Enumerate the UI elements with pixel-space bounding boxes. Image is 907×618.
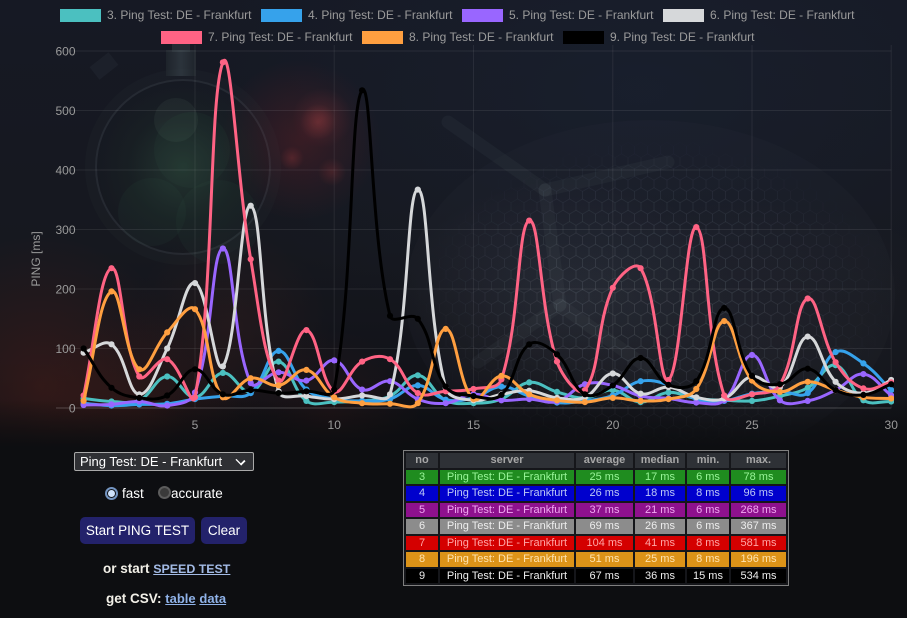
- svg-text:PING [ms]: PING [ms]: [29, 231, 43, 286]
- svg-text:200: 200: [55, 283, 75, 297]
- svg-text:100: 100: [55, 342, 75, 356]
- svg-text:25: 25: [745, 418, 759, 432]
- svg-text:0: 0: [69, 402, 76, 416]
- svg-text:20: 20: [606, 418, 620, 432]
- svg-text:500: 500: [55, 104, 75, 118]
- svg-text:400: 400: [55, 164, 75, 178]
- svg-text:5: 5: [192, 418, 199, 432]
- svg-text:30: 30: [885, 418, 899, 432]
- svg-text:600: 600: [55, 45, 75, 59]
- svg-text:10: 10: [328, 418, 342, 432]
- svg-text:15: 15: [467, 418, 481, 432]
- svg-text:300: 300: [55, 223, 75, 237]
